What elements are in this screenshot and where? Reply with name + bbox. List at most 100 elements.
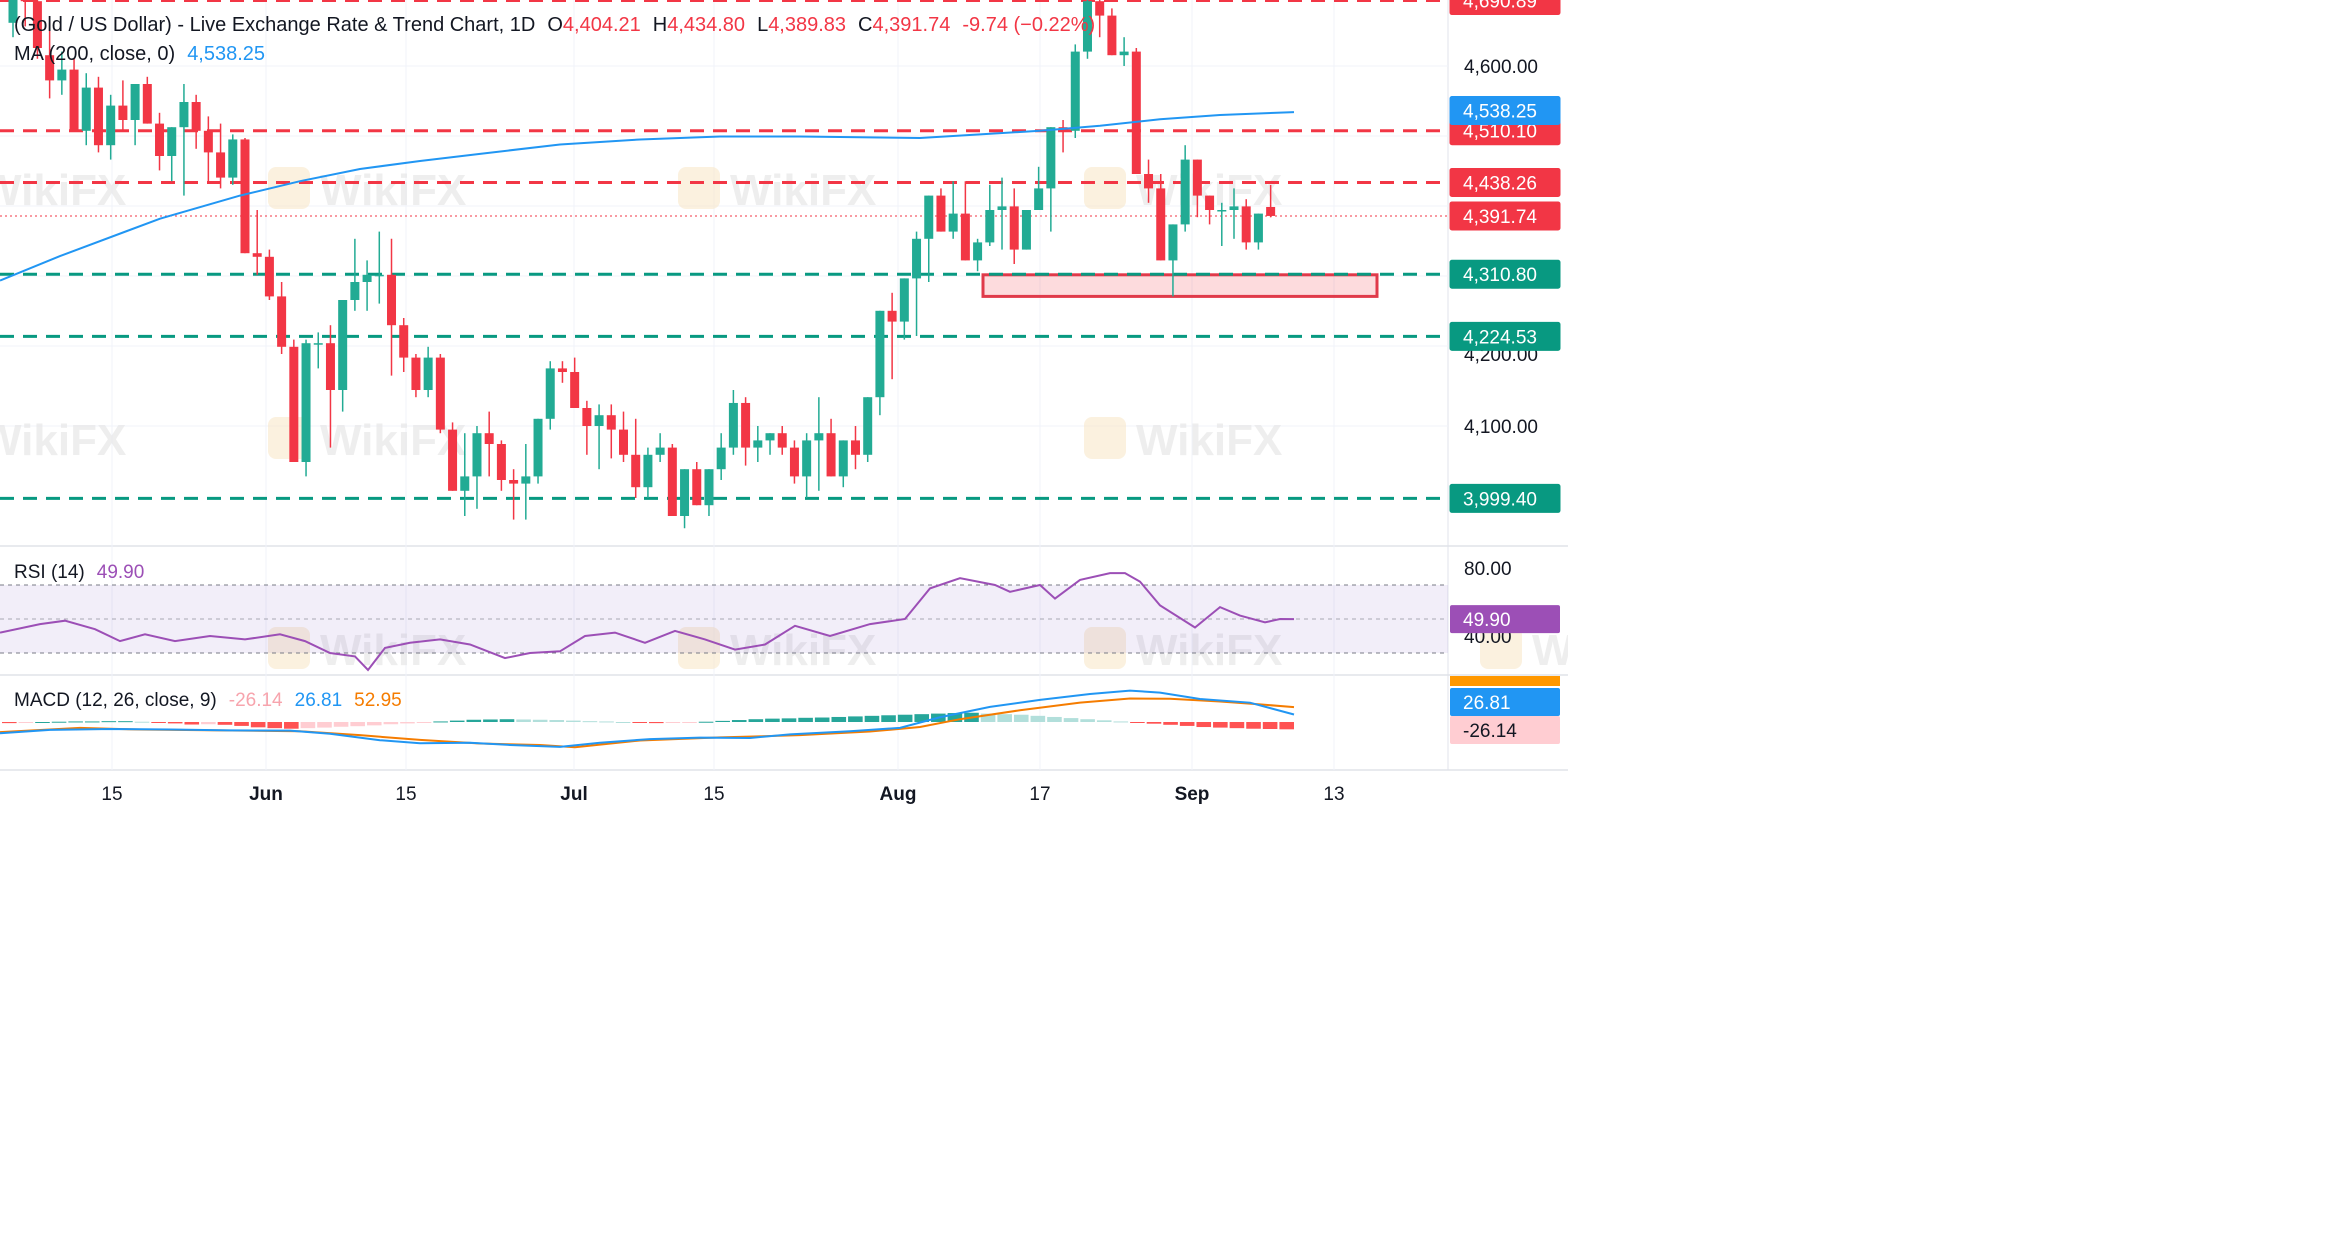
macd-hist-label: -26.14: [1463, 721, 1517, 742]
candle-body: [1070, 51, 1080, 131]
candle-body: [667, 447, 677, 516]
macd-hist-bar: [1213, 722, 1228, 728]
time-tick-label: Sep: [1175, 784, 1210, 805]
candle-body: [643, 454, 653, 488]
price-label: 4,391.74: [1463, 207, 1537, 228]
macd-hist-bar: [51, 721, 67, 723]
macd-hist-bar: [267, 722, 283, 729]
candle-body: [142, 84, 152, 124]
macd-hist-bar: [284, 722, 299, 729]
ma-legend[interactable]: MA (200, close, 0) 4,538.25: [14, 43, 265, 66]
candle-body: [81, 87, 91, 131]
macd-hist-bar: [582, 721, 598, 723]
candle-body: [570, 372, 580, 408]
close-value: 4,391.74: [872, 14, 951, 36]
macd-hist-bar: [1113, 721, 1129, 723]
macd-hist-bar: [698, 721, 714, 723]
macd-hist-bar: [682, 722, 697, 723]
candle-body: [93, 87, 103, 146]
price-label-box: [1449, 201, 1561, 231]
candle-body: [1253, 213, 1263, 243]
candle-body: [423, 357, 433, 390]
candle-body: [680, 469, 690, 516]
candle-body: [32, 1, 42, 48]
macd-hist-bar: [416, 722, 432, 723]
macd-hist-bar: [814, 717, 830, 722]
candle-body: [362, 274, 372, 282]
macd-hist-bar: [84, 721, 100, 723]
close-label: C: [858, 14, 873, 36]
price-label: 4,510.10: [1463, 122, 1537, 143]
macd-label: MACD (12, 26, close, 9): [14, 690, 217, 711]
price-label-box: [1449, 259, 1561, 289]
symbol-title: (Gold / US Dollar) - Live Exchange Rate …: [14, 14, 536, 36]
price-label: 3,999.40: [1463, 489, 1537, 510]
macd-hist-bar: [201, 722, 216, 725]
candle-body: [582, 408, 592, 426]
candle-body: [289, 346, 299, 462]
candle-body: [753, 440, 763, 448]
price-label-box: [1449, 167, 1561, 197]
macd-hist-bar: [167, 722, 183, 724]
macd-value-box: [1450, 688, 1560, 716]
time-tick-label: 15: [395, 784, 416, 805]
candle-body: [1168, 224, 1178, 261]
macd-hist-bar: [765, 718, 780, 722]
candle-body: [155, 123, 165, 156]
macd-hist-bar: [831, 716, 847, 722]
watermark-logo-icon: [268, 417, 310, 459]
candle-body: [728, 402, 738, 448]
candle-body: [203, 130, 213, 153]
candle-body: [216, 152, 226, 178]
macd-hist-bar: [449, 720, 465, 722]
macd-hist-bar: [1080, 719, 1095, 722]
macd-hist-bar: [18, 722, 34, 723]
macd-hist-bar: [1030, 715, 1046, 722]
macd-hist-bar: [632, 722, 647, 723]
macd-hist-bar: [566, 720, 581, 722]
watermark-logo-icon: [1084, 627, 1126, 669]
macd-hist-bar: [1229, 722, 1245, 729]
candle-body: [1241, 206, 1251, 243]
candle-body: [863, 397, 873, 455]
time-tick-label: Jun: [249, 784, 283, 805]
candle-body: [252, 253, 262, 257]
price-label-box: [1449, 321, 1561, 351]
macd-hist-bar: [1262, 722, 1278, 729]
candle-body: [741, 402, 751, 448]
price-label: 4,538.25: [1463, 101, 1537, 122]
time-tick-label: Jul: [560, 784, 587, 805]
macd-hist-bar: [483, 719, 498, 722]
candle-body: [20, 0, 30, 2]
candle-body: [1217, 210, 1227, 212]
candle-body: [1131, 51, 1141, 174]
macd-hist-bar: [665, 722, 681, 723]
macd-hist-bar: [1063, 718, 1079, 722]
candle-body: [1021, 210, 1031, 250]
macd-legend[interactable]: MACD (12, 26, close, 9) -26.14 26.81 52.95: [14, 690, 402, 712]
candle-body: [496, 444, 506, 480]
watermark-logo-icon: [268, 167, 310, 209]
ma-label: MA (200, close, 0): [14, 43, 176, 65]
watermark-logo-icon: [1084, 417, 1126, 459]
watermark-text: WikiFX: [1136, 626, 1282, 675]
high-label: H: [652, 14, 668, 36]
rsi-legend[interactable]: RSI (14) 49.90: [14, 562, 144, 584]
watermark-text: WikiFX: [730, 166, 876, 215]
low-label: L: [757, 14, 769, 36]
candle-body: [936, 195, 946, 232]
watermark-text: WikiFX: [0, 416, 126, 465]
candle-body: [1144, 174, 1154, 189]
watermark-text: WikiFX: [1136, 416, 1282, 465]
macd-hist-bar: [1130, 722, 1145, 723]
candle-body: [338, 300, 348, 390]
macd-hist-bar: [947, 713, 963, 722]
macd-hist-bar: [1279, 722, 1294, 730]
candle-body: [484, 433, 494, 444]
chart-canvas[interactable]: WikiFX WikiFX WikiFX WikiFX WikiFX WikiFX Wiki…: [0, 0, 1568, 837]
macd-hist-bar: [300, 722, 316, 729]
ma200-line: [0, 111, 1295, 282]
macd-hist-bar: [731, 720, 747, 722]
candle-body: [179, 102, 189, 128]
candle-body: [1009, 206, 1019, 250]
